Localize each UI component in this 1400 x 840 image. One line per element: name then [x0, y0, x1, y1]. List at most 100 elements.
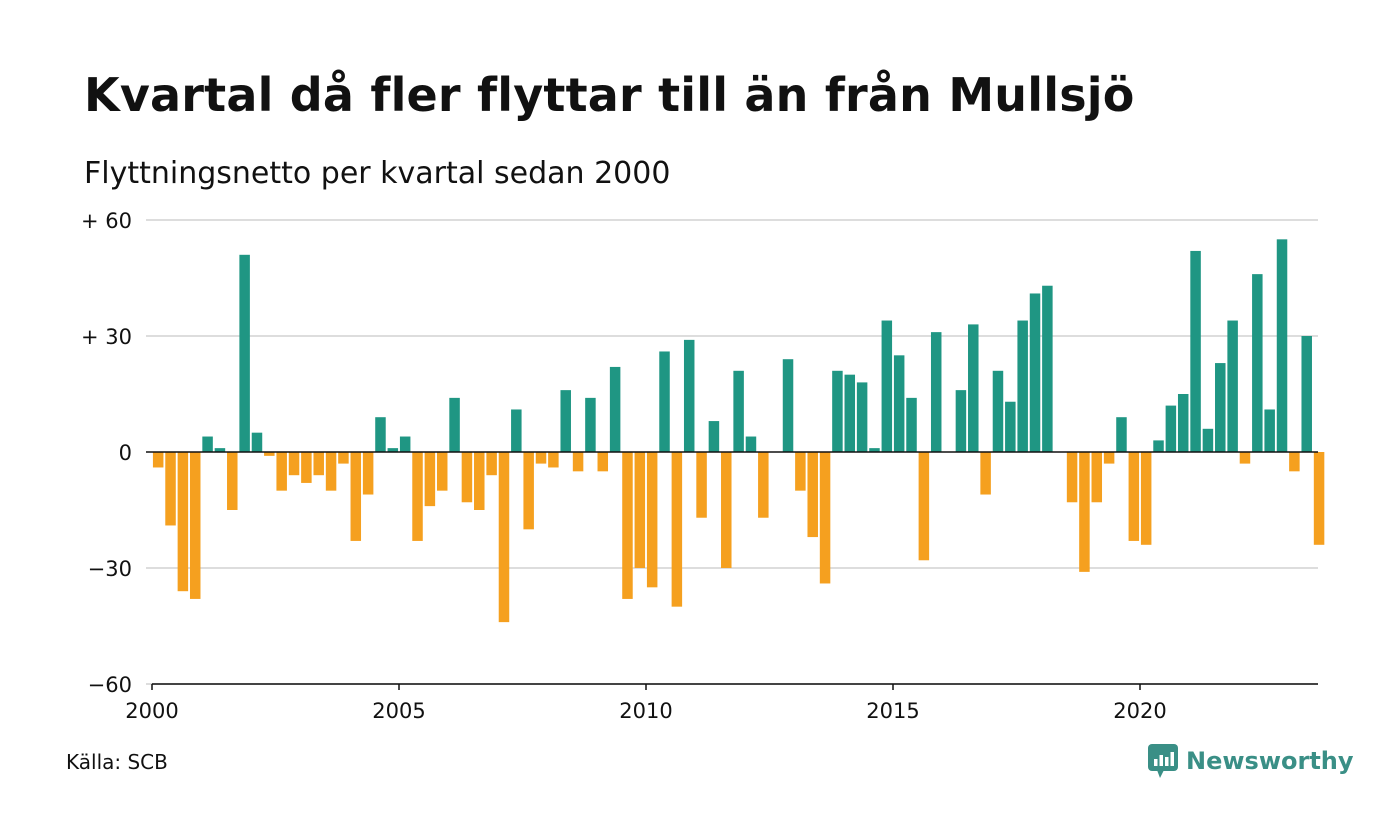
- bar: [1017, 320, 1028, 452]
- x-tick-label: 2005: [372, 699, 425, 723]
- source-note: Källa: SCB: [66, 750, 168, 774]
- bar: [881, 320, 893, 452]
- bar: [782, 359, 794, 452]
- bar: [189, 452, 201, 599]
- y-tick-label: 0: [119, 441, 132, 465]
- bar: [1140, 452, 1152, 545]
- bar: [436, 452, 448, 491]
- bar: [350, 452, 362, 541]
- bar: [1153, 440, 1164, 452]
- bar: [708, 421, 720, 452]
- y-tick-label: + 30: [81, 325, 132, 349]
- bar: [511, 409, 522, 452]
- bar: [1202, 428, 1214, 452]
- bar: [1252, 274, 1263, 452]
- x-tick-label: 2000: [125, 699, 178, 723]
- x-tick-label: 2015: [866, 699, 919, 723]
- bar: [362, 452, 374, 495]
- bar: [424, 452, 436, 507]
- chart-subtitle: Flyttningsnetto per kvartal sedan 2000: [84, 156, 671, 191]
- bar: [301, 452, 312, 483]
- bar: [523, 452, 534, 530]
- bar: [980, 452, 991, 495]
- bar: [795, 452, 806, 491]
- bar: [375, 417, 386, 452]
- bar: [646, 452, 658, 588]
- newsworthy-logo-icon: [1148, 744, 1178, 778]
- bar: [214, 448, 226, 452]
- bar: [758, 452, 769, 518]
- bar: [745, 436, 757, 452]
- bar: [152, 452, 164, 468]
- bar: [856, 382, 868, 452]
- bar: [807, 452, 818, 538]
- bar: [1227, 320, 1238, 452]
- bar: [992, 370, 1004, 452]
- bar: [1301, 336, 1312, 452]
- bar: [721, 452, 732, 568]
- bar: [264, 452, 275, 456]
- bar: [412, 452, 423, 541]
- bar: [202, 436, 213, 452]
- bar: [906, 397, 917, 452]
- x-tick-label: 2010: [619, 699, 672, 723]
- bar: [572, 452, 584, 472]
- bar: [733, 370, 744, 452]
- bar: [1165, 405, 1177, 452]
- bar: [930, 332, 942, 452]
- bar: [1289, 452, 1300, 472]
- bar: [560, 390, 571, 452]
- bar: [609, 366, 621, 452]
- bar: [659, 351, 670, 452]
- bar: [597, 452, 609, 472]
- bar: [474, 452, 485, 510]
- bar: [288, 452, 300, 476]
- brand-logo: Newsworthy: [1148, 744, 1354, 778]
- bar: [683, 339, 695, 452]
- bar: [251, 432, 263, 452]
- bar: [832, 370, 843, 452]
- bar: [634, 452, 646, 568]
- bar: [449, 397, 460, 452]
- bar: [1029, 293, 1041, 452]
- brand-name: Newsworthy: [1186, 747, 1354, 775]
- bar: [548, 452, 559, 468]
- bar: [1079, 452, 1090, 572]
- bars: [152, 239, 1325, 623]
- bar: [313, 452, 324, 476]
- bar: [399, 436, 411, 452]
- bar: [276, 452, 287, 491]
- bar: [1313, 452, 1325, 545]
- y-tick-label: −60: [88, 673, 132, 697]
- bar: [486, 452, 497, 476]
- bar: [239, 254, 250, 452]
- bar: [819, 452, 831, 584]
- bar: [1177, 394, 1189, 452]
- bar: [869, 448, 880, 452]
- bar: [1128, 452, 1140, 541]
- bar: [498, 452, 510, 623]
- bar: [1276, 239, 1288, 452]
- bar: [165, 452, 176, 526]
- bar: [1066, 452, 1078, 503]
- bar: [1116, 417, 1127, 452]
- bar: [1215, 363, 1226, 452]
- bar: [387, 448, 399, 452]
- bar: [1005, 401, 1016, 452]
- bar: [177, 452, 189, 592]
- bar: [696, 452, 707, 518]
- y-tick-label: + 60: [81, 209, 132, 233]
- bar: [1042, 285, 1053, 452]
- bar: [338, 452, 349, 464]
- bar: [1190, 250, 1201, 452]
- chart-title: Kvartal då fler flyttar till än från Mul…: [84, 68, 1135, 122]
- y-tick-label: −30: [88, 557, 132, 581]
- bar: [461, 452, 473, 503]
- bar: [1091, 452, 1103, 503]
- bar: [227, 452, 238, 510]
- bar: [585, 397, 596, 452]
- bar: [968, 324, 979, 452]
- bar: [893, 355, 905, 452]
